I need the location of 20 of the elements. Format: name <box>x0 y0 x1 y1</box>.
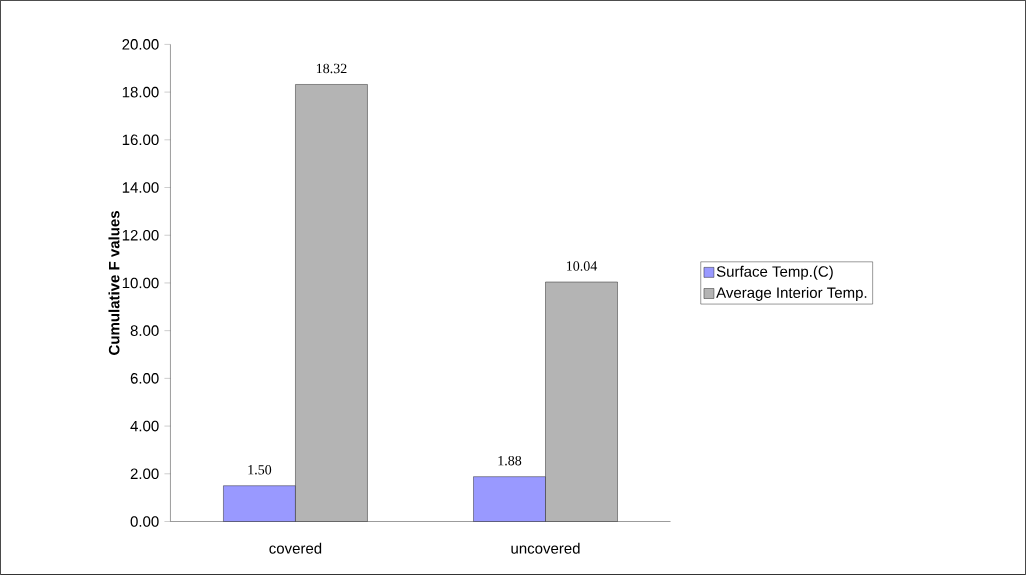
y-axis-title: Cumulative F values <box>108 211 120 355</box>
x-tick-label: uncovered <box>511 542 580 554</box>
y-tick-label: 16.00 <box>122 134 159 146</box>
y-tick-label: 2.00 <box>130 468 159 480</box>
y-tick-label: 14.00 <box>122 182 159 193</box>
y-tick-label: 4.00 <box>130 420 159 432</box>
y-tick-label: 0.00 <box>130 516 159 527</box>
y-tick-label: 10.00 <box>122 277 159 289</box>
legend-label: Surface Temp.(C) <box>716 265 833 280</box>
data-label: 10.04 <box>566 261 598 271</box>
data-label: 1.50 <box>248 465 272 475</box>
data-label: 18.32 <box>316 63 347 74</box>
y-tick-label: 18.00 <box>122 86 159 98</box>
legend-label: Average Interior Temp. <box>716 287 867 301</box>
y-tick-label: 20.00 <box>122 39 159 50</box>
y-tick-label: 8.00 <box>130 325 159 337</box>
y-tick-label: 12.00 <box>122 229 159 241</box>
y-tick-label: 6.00 <box>130 373 159 384</box>
x-tick-label: covered <box>269 542 322 554</box>
data-label: 1.88 <box>498 455 522 466</box>
